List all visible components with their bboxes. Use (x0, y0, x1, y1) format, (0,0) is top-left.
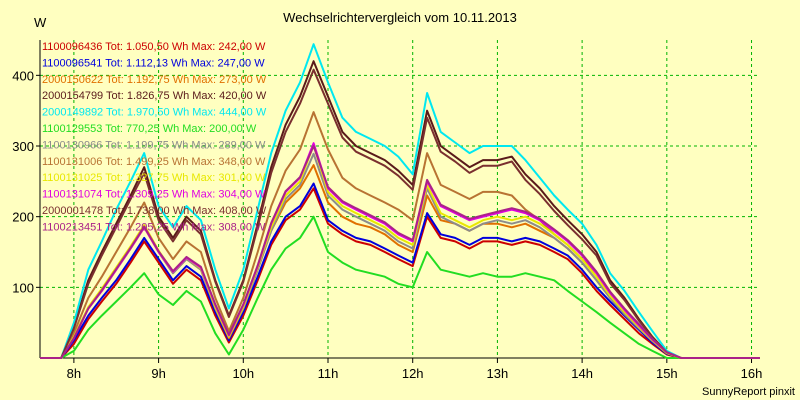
y-tick-label: 300 (12, 139, 34, 154)
x-tick-label: 9h (151, 366, 165, 381)
x-tick-label: 13h (487, 366, 509, 381)
x-tick-label: 16h (741, 366, 763, 381)
x-tick-label: 8h (67, 366, 81, 381)
legend-item: 1100130966 Tot: 1.199,75 Wh Max: 289,00 … (42, 139, 266, 151)
legend-item: 2000001478 Tot: 1.738,00 Wh Max: 408,00 … (42, 205, 267, 217)
y-tick-label: 100 (12, 280, 34, 295)
y-tick-label: 200 (12, 210, 34, 225)
x-tick-label: 14h (571, 366, 593, 381)
legend-item: 2000149892 Tot: 1.970,50 Wh Max: 444,00 … (42, 107, 267, 119)
series-lines (40, 43, 760, 359)
series-line-2000001478 (40, 68, 760, 359)
legend-item: 1100131006 Tot: 1.499,25 Wh Max: 348,00 … (42, 156, 266, 168)
x-tick-label: 15h (656, 366, 678, 381)
legend-item: 2000154799 Tot: 1.826,75 Wh Max: 420,00 … (42, 90, 267, 102)
y-tick-label: 400 (12, 68, 34, 83)
credit-text: SunnyReport pinxit (702, 386, 795, 398)
legend: 1100096436 Tot: 1.050,50 Wh Max: 242,00 … (42, 41, 267, 233)
x-tick-label: 10h (232, 366, 254, 381)
legend-item: 1100096541 Tot: 1.112,13 Wh Max: 247,00 … (42, 57, 265, 69)
legend-item: 1100131074 Tot: 1.309,25 Wh Max: 304,00 … (42, 189, 266, 201)
series-line-1100096541 (40, 182, 760, 359)
legend-item: 1100213451 Tot: 1.205,25 Wh Max: 308,00 … (42, 221, 266, 233)
chart-title: Wechselrichtervergleich vom 10.11.2013 (283, 10, 517, 25)
series-line-1100096436 (40, 187, 760, 359)
series-line-1100129553 (40, 215, 760, 359)
legend-item: 1100096436 Tot: 1.050,50 Wh Max: 242,00 … (42, 41, 266, 53)
legend-item: 1100131025 Tot: 1.327,75 Wh Max: 301,00 … (42, 172, 266, 184)
y-axis-label: W (34, 15, 47, 30)
x-tick-label: 12h (402, 366, 424, 381)
legend-item: 1100129553 Tot: 770,25 Wh Max: 200,00 W (42, 123, 257, 135)
legend-item: 2000150622 Tot: 1.192,75 Wh Max: 273,00 … (42, 74, 267, 86)
x-tick-label: 11h (318, 366, 339, 381)
series-line-1100213451 (40, 145, 760, 359)
axes: 8h 9h 10h 11h 12h 13h 14h 15h 16h 100 200 300 400 (12, 40, 762, 381)
series-line-2000149892 (40, 43, 760, 359)
